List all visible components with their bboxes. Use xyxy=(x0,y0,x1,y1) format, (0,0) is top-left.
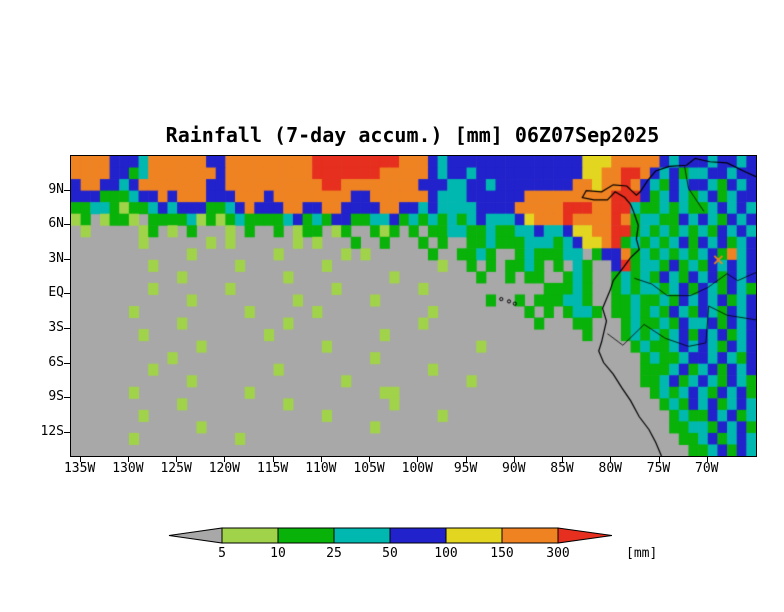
lat-tick xyxy=(64,224,70,226)
lat-tick-label: 6N xyxy=(48,216,64,232)
lon-tick-label: 125W xyxy=(160,461,192,476)
lat-tick xyxy=(64,258,70,260)
colorbar-arrow-right xyxy=(557,527,612,544)
colorbar-label: 100 xyxy=(434,546,458,561)
lon-tick xyxy=(224,457,226,462)
lon-tick xyxy=(176,457,178,462)
colorbar-units-label: [mm] xyxy=(626,546,658,561)
colorbar-segment xyxy=(501,527,559,544)
map-frame xyxy=(70,155,757,457)
lat-tick-label: 9S xyxy=(48,389,64,405)
lon-tick xyxy=(417,457,419,462)
lon-tick xyxy=(658,457,660,462)
colorbar-label: 150 xyxy=(490,546,514,561)
lon-tick xyxy=(562,457,564,462)
lat-tick xyxy=(64,362,70,364)
lat-tick-label: 6S xyxy=(48,354,64,370)
lon-tick-label: 115W xyxy=(256,461,289,476)
lat-tick xyxy=(64,328,70,330)
lon-tick xyxy=(465,457,467,462)
colorbar-segment xyxy=(445,527,503,544)
colorbar-arrow-left xyxy=(168,527,223,544)
lon-tick-label: 85W xyxy=(550,461,574,476)
lon-tick xyxy=(127,457,129,462)
lon-tick xyxy=(706,457,708,462)
lat-tick xyxy=(64,397,70,399)
lon-tick-label: 90W xyxy=(502,461,526,476)
colorbar-segment xyxy=(389,527,447,544)
colorbar-segment xyxy=(333,527,391,544)
lat-tick xyxy=(64,189,70,191)
lon-tick xyxy=(79,457,81,462)
colorbar-label: 50 xyxy=(382,546,398,561)
lon-tick-label: 70W xyxy=(695,461,719,476)
figure-title: Rainfall (7-day accum.) [mm] 06Z07Sep202… xyxy=(165,123,660,147)
lat-tick xyxy=(64,293,70,295)
colorbar-label: 5 xyxy=(218,546,226,561)
rainfall-heatmap-canvas xyxy=(71,156,756,456)
lat-tick xyxy=(64,431,70,433)
lat-tick-label: 9N xyxy=(48,181,64,197)
lon-tick xyxy=(369,457,371,462)
colorbar-label: 25 xyxy=(326,546,342,561)
lon-tick xyxy=(610,457,612,462)
lon-tick-label: 120W xyxy=(208,461,241,476)
lon-tick xyxy=(513,457,515,462)
lon-tick-label: 95W xyxy=(453,461,478,476)
lon-tick-label: 100W xyxy=(401,461,433,476)
colorbar-label: 10 xyxy=(270,546,286,561)
lon-tick-label: 110W xyxy=(305,461,337,476)
colorbar: [mm] 5 10 25 50 100 150 300 xyxy=(168,527,708,569)
lon-tick-label: 105W xyxy=(353,461,385,476)
lon-tick-label: 80W xyxy=(598,461,623,476)
lat-tick-label: EQ xyxy=(48,285,64,301)
lat-tick-label: 12S xyxy=(40,423,64,439)
lon-tick xyxy=(320,457,322,462)
lon-tick xyxy=(272,457,274,462)
lat-tick-label: 3N xyxy=(48,250,64,266)
lon-tick-label: 75W xyxy=(646,461,671,476)
lat-tick-label: 3S xyxy=(48,320,64,336)
colorbar-segment xyxy=(277,527,335,544)
colorbar-segment xyxy=(221,527,279,544)
lon-tick-label: 135W xyxy=(63,461,96,476)
colorbar-label: 300 xyxy=(546,546,570,561)
lon-tick-label: 130W xyxy=(112,461,144,476)
colorbar-svg xyxy=(168,527,612,544)
